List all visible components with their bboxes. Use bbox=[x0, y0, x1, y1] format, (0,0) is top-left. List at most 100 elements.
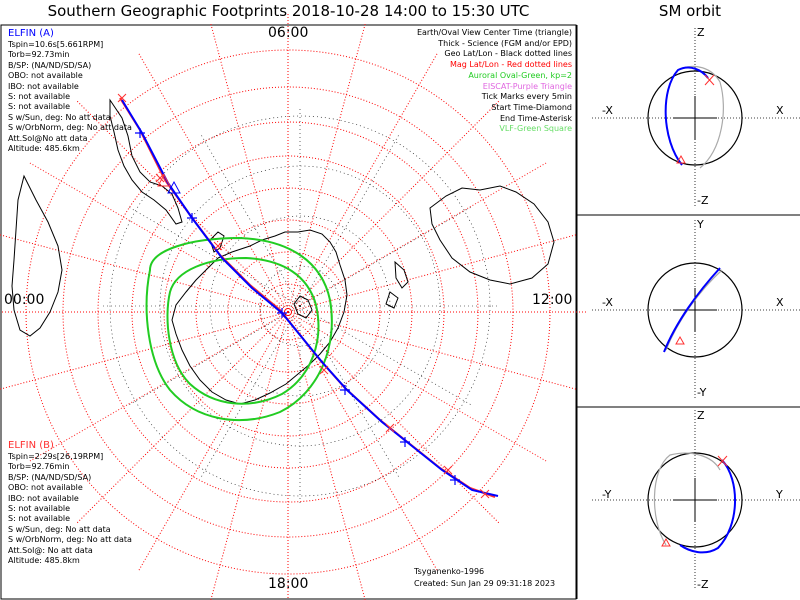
orbit-tick-b bbox=[385, 423, 395, 433]
elfin-b-line: Altitude: 485.8km bbox=[8, 556, 80, 566]
sm2-left-label: -X bbox=[602, 296, 613, 309]
elfin-a-line: Att.Sol@No att data bbox=[8, 133, 88, 143]
orbit-tick-b bbox=[319, 365, 329, 375]
mag-lon-line bbox=[287, 311, 549, 463]
geo-lon-line bbox=[299, 205, 474, 307]
sm3-right-label: Y bbox=[776, 488, 783, 501]
legend-item: Start Time-Diamond bbox=[491, 102, 572, 112]
page-title: Southern Geographic Footprints 2018-10-2… bbox=[47, 2, 530, 20]
mag-lon-line bbox=[287, 99, 501, 313]
elfin-a-name: ELFIN (A) bbox=[8, 28, 54, 39]
mag-lon-line bbox=[0, 234, 289, 313]
legend-item: Thick - Science (FGM and/or EPD) bbox=[438, 38, 572, 48]
mag-lon-line bbox=[287, 51, 439, 313]
sm3-left-label: -Y bbox=[602, 488, 612, 501]
geo-lon-line bbox=[126, 205, 301, 307]
antarctica-coastline bbox=[171, 229, 348, 405]
elfin-a-line: Altitude: 485.6km bbox=[8, 144, 80, 154]
sm3-end-asterisk bbox=[717, 455, 728, 467]
sm1-right-label: X bbox=[776, 104, 784, 117]
elfin-a-line: B/SP: (NA/ND/SD/SA) bbox=[8, 60, 92, 70]
geo-lon-line bbox=[199, 132, 301, 307]
mag-lon-line bbox=[287, 161, 549, 313]
sm2-right-label: X bbox=[776, 296, 784, 309]
orbit-tick-b bbox=[480, 489, 490, 499]
sm2-orbit bbox=[663, 267, 721, 353]
sm3-orbit-far bbox=[653, 452, 721, 546]
elfin-b-line: Att.Sol@: No att data bbox=[8, 545, 93, 555]
legend-item: EISCAT-Purple Triangle bbox=[482, 81, 572, 91]
australia-coastline bbox=[429, 185, 555, 285]
mag-lat-circle bbox=[195, 219, 381, 405]
sm1-end-asterisk bbox=[704, 74, 715, 86]
geo-lon-line bbox=[199, 305, 301, 480]
elfin-a-line: IBO: not available bbox=[8, 81, 79, 91]
model-label: Tsyganenko-1996 bbox=[414, 567, 485, 576]
geo-lon-line bbox=[299, 305, 474, 407]
south-america-coastline bbox=[109, 98, 183, 225]
legend: Earth/Oval View Center Time (triangle) T… bbox=[417, 28, 572, 135]
elfin-a-line: OBO: not available bbox=[8, 71, 83, 81]
elfin-b-line: S: not available bbox=[8, 514, 71, 524]
sm3-top-label: Z bbox=[697, 409, 705, 422]
sm1-start-triangle bbox=[676, 154, 686, 164]
mag-lon-line bbox=[0, 311, 289, 390]
elfin-a-line: S w/Sun, deg: No att data bbox=[8, 112, 111, 122]
mag-lon-line bbox=[27, 161, 289, 313]
sm3-orbit bbox=[679, 459, 737, 554]
elfin-b-line: B/SP: (NA/ND/SD/SA) bbox=[8, 472, 92, 482]
orbit-tick-marks bbox=[117, 93, 490, 499]
legend-item: VLF-Green Square bbox=[499, 124, 572, 134]
legend-item: Auroral Oval-Green, kp=2 bbox=[468, 70, 572, 80]
elfin-a-info: ELFIN (A) Tspin=10.6s[5.661RPM] Torb=92.… bbox=[8, 28, 132, 154]
elfin-b-line: S: not available bbox=[8, 504, 71, 514]
local-time-bottom: 18:00 bbox=[268, 576, 309, 592]
sm3-start-triangle bbox=[661, 537, 671, 547]
legend-item: Geo Lat/Lon - Black dotted lines bbox=[444, 49, 572, 59]
auroral-ovals bbox=[145, 236, 333, 422]
orbit-tick-a bbox=[340, 385, 350, 395]
legend-item: Tick Marks every 5min bbox=[481, 92, 572, 102]
view-center-triangle-b bbox=[157, 173, 171, 187]
mag-lon-line bbox=[75, 311, 289, 525]
orbit-tick-b bbox=[117, 93, 127, 103]
geo-lat-circle bbox=[109, 115, 491, 497]
elfin-a-line: S: not available bbox=[8, 102, 71, 112]
orbit-tick-a bbox=[135, 128, 145, 138]
orbit-tick-b bbox=[155, 173, 165, 183]
local-time-top: 06:00 bbox=[268, 25, 309, 41]
earth-circle bbox=[647, 452, 743, 548]
auroral-oval-inner bbox=[166, 256, 320, 405]
elfin-b-info: ELFIN (B) Tspin=2.29s[26.19RPM] Torb=92.… bbox=[8, 440, 132, 566]
elfin-a-line: Tspin=10.6s[5.661RPM] bbox=[8, 40, 104, 49]
sm3-bottom-label: -Z bbox=[697, 578, 709, 591]
elfin-b-line: S w/OrbNorm, deg: No att data bbox=[8, 535, 132, 545]
view-center-triangle bbox=[167, 180, 181, 194]
earth-circle bbox=[647, 70, 743, 166]
legend-item: Earth/Oval View Center Time (triangle) bbox=[416, 28, 572, 37]
elfin-b-name: ELFIN (B) bbox=[8, 440, 54, 451]
africa-coastline bbox=[11, 174, 63, 337]
orbit-tick-a bbox=[450, 475, 460, 485]
earth-circle bbox=[647, 262, 743, 358]
sm-orbit-panels bbox=[592, 28, 800, 590]
elfin-b-track bbox=[119, 97, 496, 498]
auroral-oval-outer bbox=[145, 236, 333, 422]
sm1-orbit bbox=[664, 66, 709, 166]
sm-orbit-title: SM orbit bbox=[658, 2, 722, 20]
elfin-b-line: Torb=92.76min bbox=[8, 462, 70, 472]
sm2-bottom-label: -Y bbox=[697, 386, 707, 399]
mag-lon-line bbox=[287, 311, 366, 600]
orbit-tick-a bbox=[187, 213, 197, 223]
elfin-b-line: OBO: not available bbox=[8, 483, 83, 493]
sm1-top-label: Z bbox=[697, 26, 705, 39]
mag-lon-line bbox=[287, 22, 367, 313]
elfin-a-line: Torb=92.73min bbox=[8, 50, 70, 60]
legend-item: End Time-Asterisk bbox=[499, 113, 572, 123]
orbit-tick-b bbox=[443, 465, 453, 475]
mag-lon-line bbox=[287, 233, 578, 313]
mag-lon-line bbox=[137, 51, 289, 313]
elfin-b-line: Tspin=2.29s[26.19RPM] bbox=[8, 452, 104, 461]
elfin-a-line: S w/OrbNorm, deg: No att data bbox=[8, 123, 132, 133]
